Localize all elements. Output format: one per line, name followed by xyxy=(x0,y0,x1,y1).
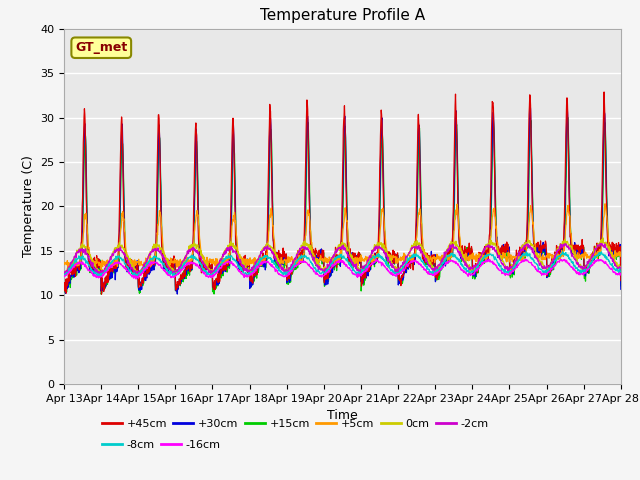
Title: Temperature Profile A: Temperature Profile A xyxy=(260,9,425,24)
Y-axis label: Temperature (C): Temperature (C) xyxy=(22,156,35,257)
X-axis label: Time: Time xyxy=(327,409,358,422)
Text: GT_met: GT_met xyxy=(75,41,127,54)
Legend: -8cm, -16cm: -8cm, -16cm xyxy=(97,436,225,455)
